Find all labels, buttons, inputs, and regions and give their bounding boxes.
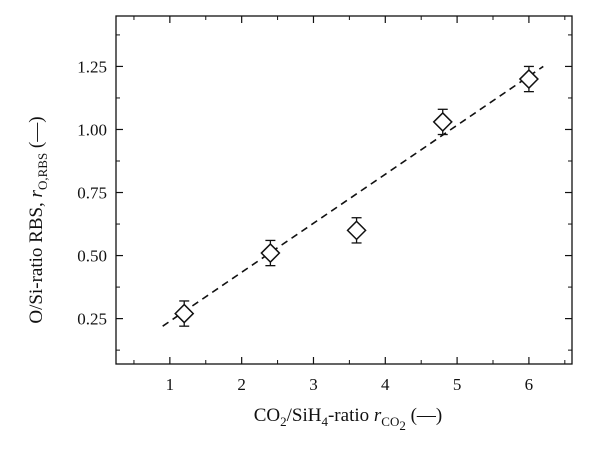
x-axis-label-part: -ratio <box>328 405 374 426</box>
data-point-diamond <box>432 111 453 132</box>
x-tick-label: 6 <box>525 375 534 394</box>
y-tick-label: 0.50 <box>77 247 107 266</box>
x-axis-label-symbol: r <box>374 405 382 426</box>
y-tick-label: 0.75 <box>77 184 107 203</box>
x-axis-label-subscript: 4 <box>321 414 328 429</box>
x-axis-label-part: /SiH <box>287 405 322 426</box>
plot-frame <box>115 15 573 365</box>
x-tick-label: 1 <box>166 375 175 394</box>
y-axis-label: O/Si-ratio RBS, rO,RBS (—) <box>26 116 50 323</box>
plot-area <box>162 65 544 327</box>
x-axis-label-subscript: CO <box>381 414 399 429</box>
y-tick-label: 1.00 <box>77 120 107 139</box>
x-tick-label: 5 <box>453 375 462 394</box>
data-point-diamond <box>518 68 539 90</box>
data-point-diamond <box>174 303 195 324</box>
x-tick-label: 3 <box>309 375 318 394</box>
y-tick-label: 0.25 <box>77 310 107 329</box>
x-axis-label-subscript2: 2 <box>399 418 406 433</box>
x-axis-label-part: (—) <box>406 405 442 426</box>
x-axis-label-subscript: 2 <box>280 414 287 429</box>
y-axis-label-part: O/Si-ratio RBS, <box>26 197 47 323</box>
x-tick-label: 2 <box>237 375 246 394</box>
y-tick-label: 1.25 <box>77 57 107 76</box>
axis-ticks: 1 2 3 4 5 6 0.25 0.50 0.75 1.00 1.25 <box>77 16 572 394</box>
fit-line <box>162 65 544 327</box>
data-point-diamond <box>260 242 281 264</box>
x-axis-label-part: CO <box>254 405 280 426</box>
data-point-diamond <box>346 220 367 241</box>
y-axis-label-part: (—) <box>26 116 47 152</box>
y-axis-label-symbol: r <box>26 189 47 197</box>
x-tick-label: 4 <box>381 375 390 394</box>
x-axis-label: CO2/SiH4-ratio rCO2 (—) <box>254 405 443 433</box>
y-axis-label-subscript: O,RBS <box>35 153 50 190</box>
